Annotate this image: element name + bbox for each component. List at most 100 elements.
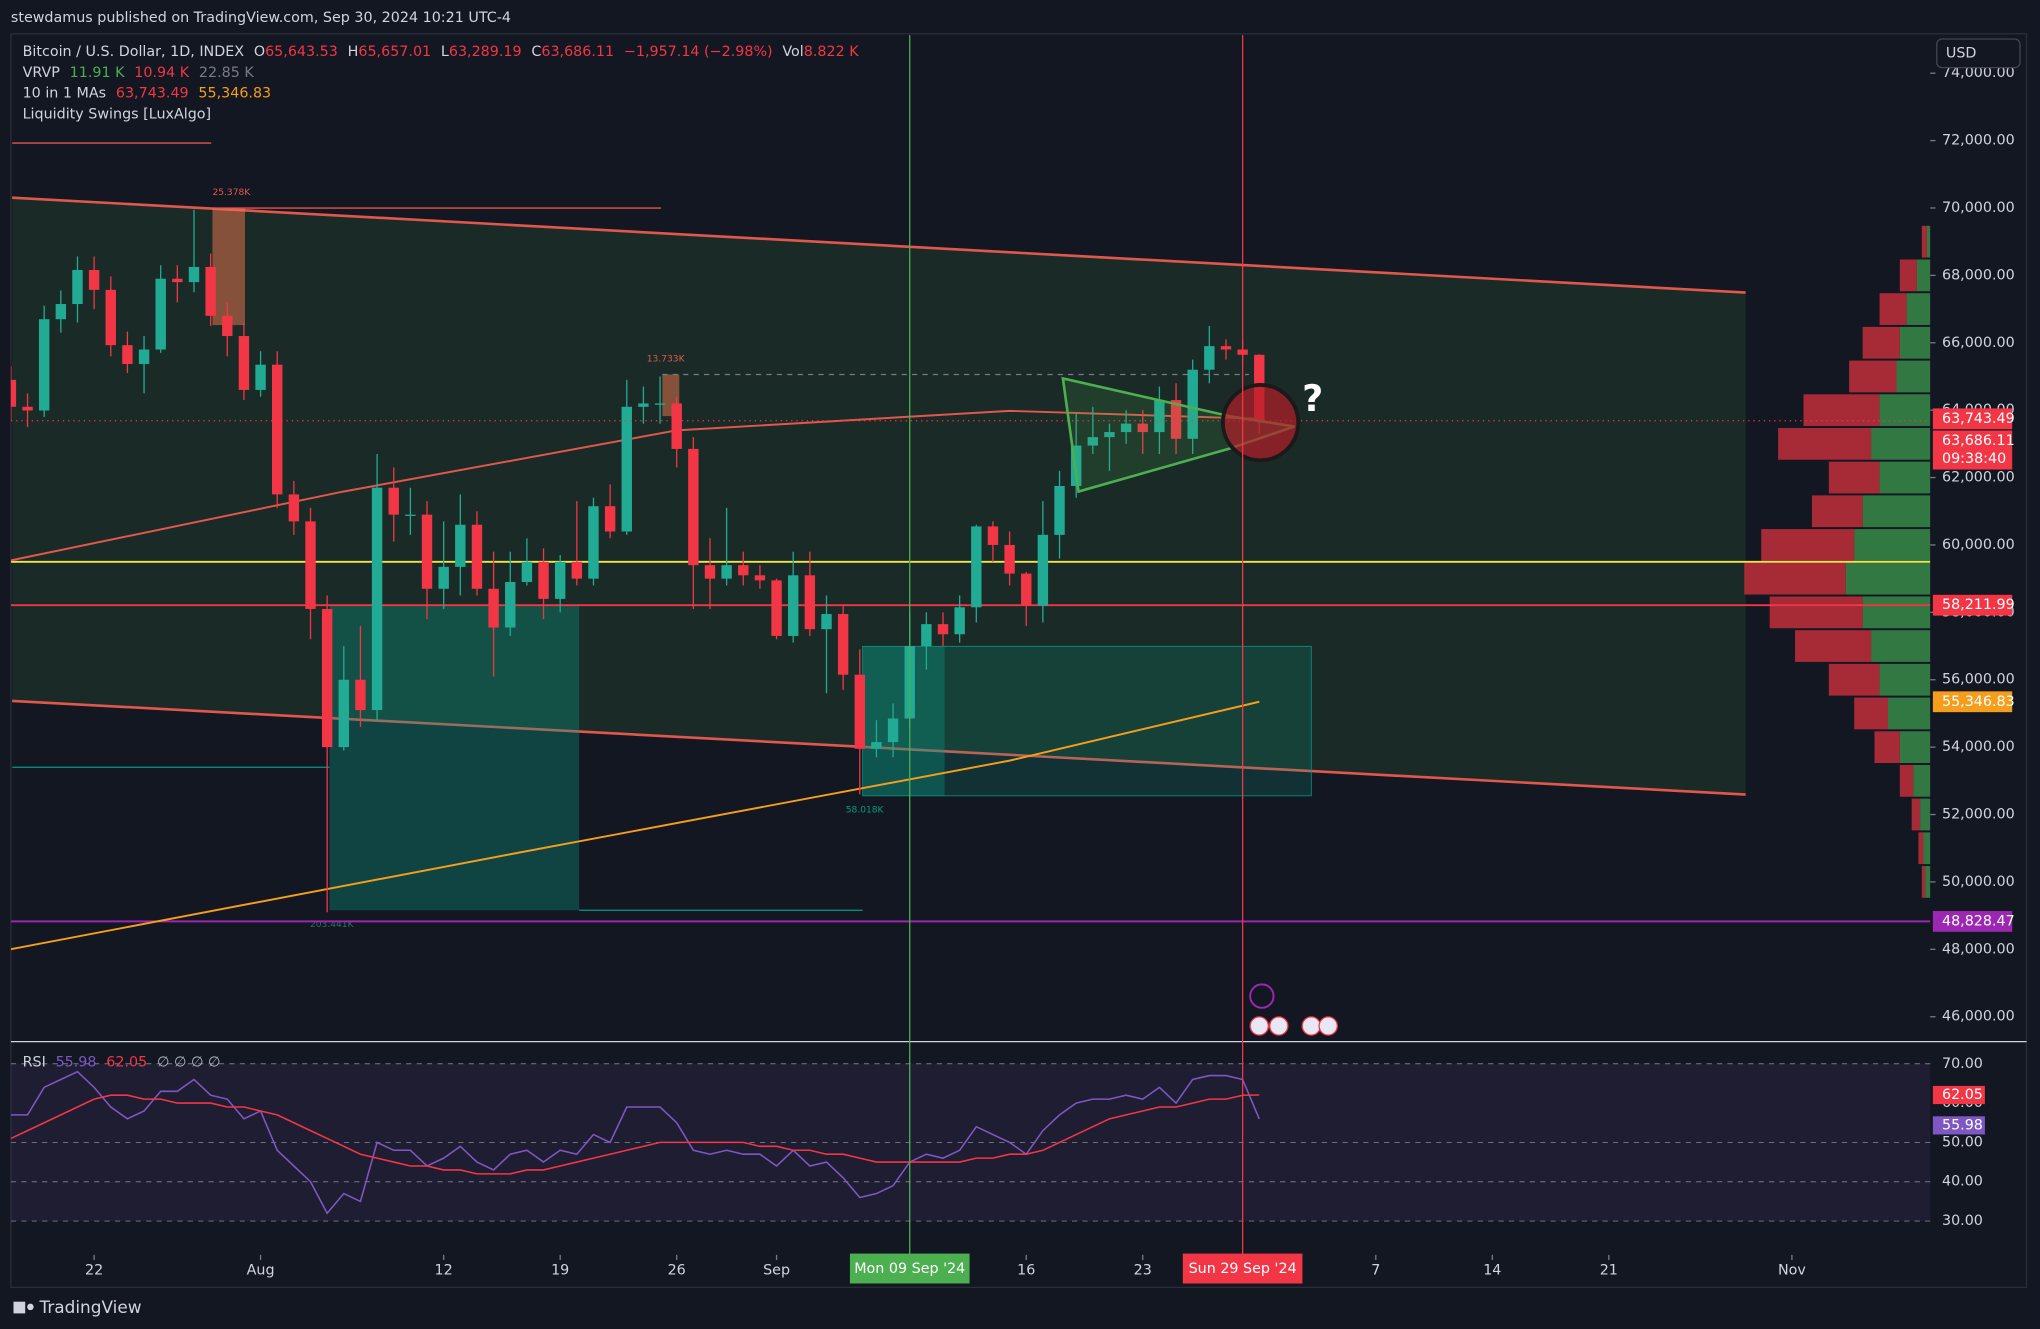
candle-body bbox=[172, 278, 183, 283]
annotation: 203.441K bbox=[310, 920, 355, 930]
candle-body bbox=[854, 674, 865, 749]
candle-body bbox=[288, 494, 300, 522]
candle-body bbox=[188, 266, 200, 283]
highlight-circle bbox=[1220, 382, 1301, 463]
volume-down bbox=[1769, 596, 1863, 629]
currency-label[interactable]: USD bbox=[1946, 45, 1977, 61]
rsi-line bbox=[10, 1094, 1260, 1175]
brand-logo bbox=[27, 1303, 34, 1311]
candle-body bbox=[1037, 534, 1049, 606]
candle-body bbox=[455, 524, 466, 567]
y-tick-label: 48,000.00 bbox=[1942, 941, 2015, 957]
price-tag-bg bbox=[1932, 911, 2013, 932]
indicator-value: 55,346.83 bbox=[198, 86, 271, 102]
y-tick-label: 74,000.00 bbox=[1942, 65, 2015, 81]
candle-body bbox=[22, 406, 33, 411]
x-tick-label: Nov bbox=[1778, 1262, 1806, 1278]
volume-up bbox=[1845, 562, 1931, 595]
x-tick-label: 7 bbox=[1371, 1262, 1380, 1278]
indicator-name: RSI bbox=[23, 1054, 46, 1070]
axes: 46,000.00 48,000.00 50,000.00 52,000.00 54,0… bbox=[85, 35, 2015, 1284]
candle-body bbox=[887, 718, 899, 743]
candle-body bbox=[571, 561, 583, 579]
rsi-tag: 62.05 bbox=[1942, 1087, 1983, 1103]
brand-name: TradingView bbox=[39, 1297, 142, 1317]
currency-button[interactable] bbox=[1936, 38, 2021, 69]
annotation: ? bbox=[1302, 377, 1323, 420]
x-tick-label: 14 bbox=[1483, 1262, 1501, 1278]
price-pane bbox=[10, 209, 1931, 951]
volume-up bbox=[1920, 798, 1931, 831]
candle-body bbox=[1087, 437, 1099, 446]
annotation: 25.378K bbox=[212, 188, 251, 198]
annotation: 58.018K bbox=[846, 806, 885, 816]
indicator-value: 22.85 K bbox=[199, 65, 254, 81]
ohlc-key: L bbox=[441, 44, 449, 60]
indicator-value: 62.05 bbox=[106, 1054, 147, 1070]
legend-line: Bitcoin / U.S. Dollar, 1D, INDEX O65,643… bbox=[23, 44, 860, 60]
candle-body bbox=[837, 614, 849, 675]
liquidity-zone bbox=[862, 646, 945, 796]
volume-down bbox=[1899, 259, 1917, 292]
candle-body bbox=[704, 565, 716, 579]
volume-down bbox=[1849, 360, 1897, 393]
rsi-tag-bg bbox=[1932, 1116, 1985, 1135]
price-tag: 55,346.83 bbox=[1942, 694, 2015, 710]
volume-down bbox=[1899, 764, 1914, 797]
volume-up bbox=[1899, 326, 1931, 359]
volume-down bbox=[1778, 427, 1872, 460]
candle-body bbox=[804, 575, 816, 630]
liquidity-zone bbox=[862, 645, 1312, 797]
candle-body bbox=[771, 580, 782, 636]
event-icon bbox=[1301, 1016, 1322, 1036]
price-tag: 58,211.99 bbox=[1942, 597, 2015, 613]
candle-body bbox=[1154, 400, 1165, 433]
y-tick-label: 68,000.00 bbox=[1942, 267, 2015, 283]
price-tag: 48,828.47 bbox=[1942, 913, 2015, 929]
y-tick-label: 60,000.00 bbox=[1942, 537, 2015, 553]
x-tick-label: 16 bbox=[1017, 1262, 1035, 1278]
x-tick-label: 23 bbox=[1134, 1262, 1152, 1278]
price-tag-bg bbox=[1932, 594, 2013, 616]
candle-body bbox=[1054, 485, 1065, 535]
x-tick-label: 22 bbox=[85, 1262, 103, 1278]
candle-body bbox=[588, 506, 599, 579]
overlay-drawings: ? bbox=[1061, 376, 1338, 1036]
chart-frame bbox=[10, 33, 2028, 1289]
candle-body bbox=[871, 742, 882, 749]
candle-body bbox=[788, 575, 799, 636]
volume-down bbox=[1911, 798, 1921, 831]
ohlc-value: 65,643.53 bbox=[265, 44, 338, 60]
candle-body bbox=[1187, 369, 1198, 439]
symbol: Bitcoin / U.S. Dollar, 1D, INDEX bbox=[23, 44, 245, 60]
indicator-value: 10.94 K bbox=[134, 65, 189, 81]
candle-body bbox=[604, 506, 616, 532]
candle-body bbox=[688, 448, 699, 566]
candle-body bbox=[987, 526, 999, 545]
candle-body bbox=[238, 336, 250, 390]
candle-body bbox=[1104, 432, 1115, 438]
x-tick-label: 12 bbox=[435, 1262, 453, 1278]
volume-down bbox=[1879, 293, 1907, 325]
rsi-tag-bg bbox=[1932, 1085, 1985, 1105]
rsi-line bbox=[10, 1070, 1260, 1215]
x-tick-label: Sep bbox=[763, 1262, 790, 1278]
volume-up bbox=[1926, 225, 1931, 258]
ohlc-key: O bbox=[254, 44, 265, 60]
volume-down bbox=[1795, 630, 1872, 662]
volume-down bbox=[1921, 225, 1927, 258]
brand: TradingView bbox=[13, 1297, 142, 1317]
event-icon bbox=[1318, 1016, 1338, 1036]
candle-body bbox=[654, 403, 666, 405]
price-tag-bg bbox=[1932, 691, 2013, 713]
y-tick-label: 70,000.00 bbox=[1942, 200, 2015, 216]
liquidity-zone bbox=[212, 208, 245, 326]
candle-body bbox=[1120, 423, 1132, 433]
drawings: 25.378K 13.733K 58.018K 203.441K bbox=[12, 142, 1746, 930]
volume-up bbox=[1923, 832, 1931, 865]
price-tag: 63,743.49 bbox=[1942, 411, 2015, 427]
y-tick-label: 54,000.00 bbox=[1942, 739, 2015, 755]
candle-body bbox=[1170, 400, 1182, 439]
